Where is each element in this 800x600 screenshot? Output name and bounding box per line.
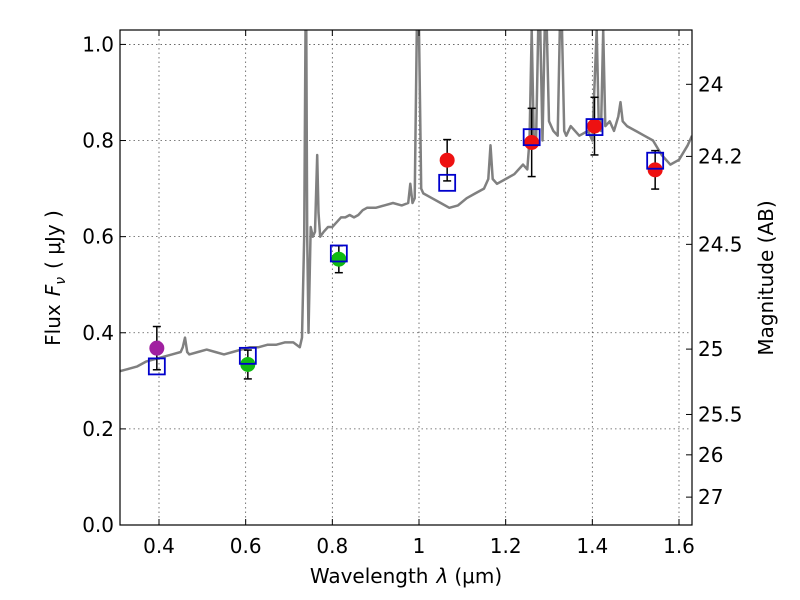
y-tick-label: 0.8 (82, 129, 114, 153)
mag-tick-label: 26 (698, 443, 723, 467)
y-tick-label: 1.0 (82, 32, 114, 56)
y-tick-label: 0.4 (82, 321, 114, 345)
spectrum-line (120, 30, 692, 373)
mag-tick-label: 24.5 (698, 232, 743, 256)
x-tick-label: 1.2 (490, 534, 522, 558)
y-tick-label: 0.2 (82, 417, 114, 441)
y-axis-title: FluxFν( μJy ) (41, 210, 69, 346)
plot-frame (119, 29, 693, 526)
data-point (149, 340, 165, 356)
model-square (522, 128, 541, 147)
y-tick-label: 0.0 (82, 513, 114, 537)
errorbar-layer (152, 96, 660, 380)
mag-tick-label: 25 (698, 337, 723, 361)
mag-tick-label: 27 (698, 485, 723, 509)
mag-tick-label: 24.2 (698, 144, 743, 168)
mag-tick-label: 25.5 (698, 402, 743, 426)
model-square (147, 357, 166, 376)
data-point (524, 134, 540, 150)
x-tick-label: 0.8 (316, 534, 348, 558)
x-tick-label: 0.6 (230, 534, 262, 558)
model-square (238, 346, 257, 365)
x-tick-label: 1 (413, 534, 426, 558)
model-square (646, 151, 665, 170)
y-tick-label: 0.6 (82, 225, 114, 249)
model-square (438, 173, 457, 192)
model-square (585, 118, 604, 136)
grid-layer (120, 30, 692, 526)
x-tick-label: 1.6 (663, 534, 695, 558)
model-square (329, 244, 348, 263)
squares-layer (147, 118, 665, 376)
points-layer (149, 118, 663, 372)
mag-tick-label: 24 (698, 72, 723, 96)
ticks-layer: 0.4 0.6 0.8 1 1.2 1.4 1.6 0.0 0.2 0.4 0.6 0.8 1.0 24 2… (82, 30, 743, 558)
spectrum-layer (120, 30, 692, 373)
data-point (647, 162, 663, 178)
data-point (331, 251, 347, 267)
right-axis-title: Magnitude (AB) (754, 200, 778, 355)
x-tick-label: 0.4 (143, 534, 175, 558)
x-tick-label: 1.4 (576, 534, 608, 558)
data-point (439, 152, 455, 168)
data-point (587, 118, 602, 134)
x-axis-title: Wavelength λ (μm) (310, 564, 502, 588)
